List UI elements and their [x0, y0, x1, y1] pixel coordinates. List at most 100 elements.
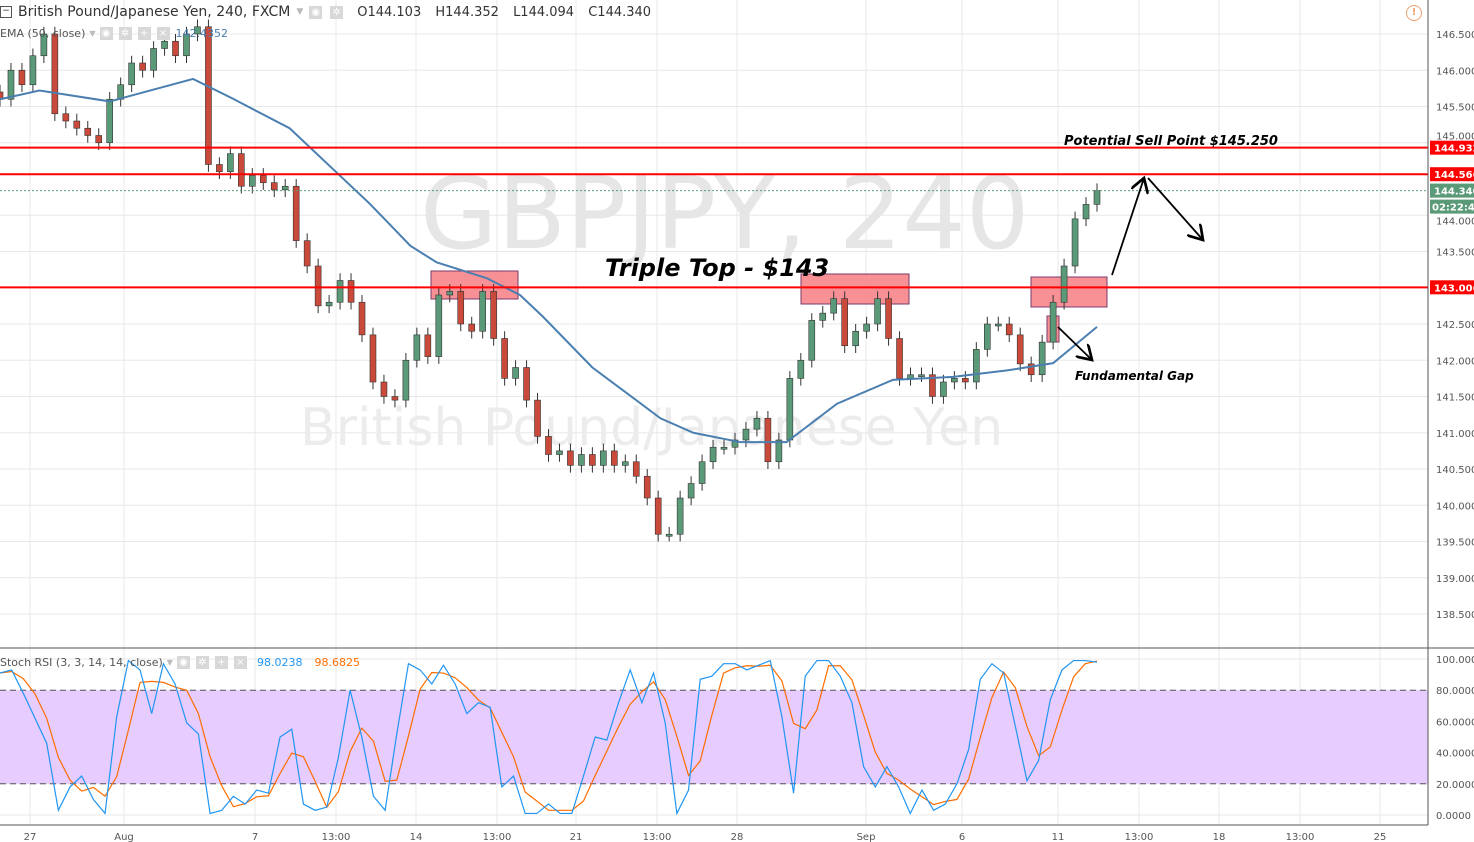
- candle-body: [786, 378, 794, 441]
- candle-body: [150, 48, 157, 71]
- candle-body: [907, 374, 914, 379]
- ema-value: 142.4352: [175, 27, 229, 40]
- price-tick-label: 146.000: [1436, 66, 1474, 77]
- candle-body: [556, 450, 563, 455]
- time-tick-label: 25: [1374, 832, 1387, 842]
- candle-body: [1060, 265, 1068, 303]
- candle-body: [84, 127, 92, 136]
- time-tick-label: Sep: [857, 832, 876, 842]
- chevron-down-icon[interactable]: ▼: [166, 658, 173, 667]
- eye-icon[interactable]: ◉: [176, 656, 190, 669]
- plus-icon[interactable]: +: [214, 656, 228, 669]
- candle-body: [973, 349, 980, 383]
- price-tag-label: 143.006: [1434, 283, 1474, 294]
- time-tick-label: 28: [731, 832, 744, 842]
- candle-body: [676, 497, 684, 535]
- time-tick-label: 6: [959, 832, 965, 842]
- time-tick-label: 13:00: [483, 832, 512, 842]
- eye-icon[interactable]: ◉: [309, 5, 323, 19]
- candle-body: [106, 98, 113, 144]
- price-tick-label: 146.500: [1436, 30, 1474, 41]
- candle-body: [929, 374, 936, 397]
- stoch-tick-label: 60.0000: [1436, 717, 1474, 728]
- gear-icon[interactable]: ✲: [118, 27, 132, 40]
- time-tick-label: 18: [1213, 832, 1226, 842]
- price-tick-label: 144.000: [1436, 217, 1474, 228]
- price-tag-label: 144.340: [1434, 187, 1474, 198]
- warning-icon[interactable]: !: [1406, 5, 1422, 21]
- time-tick-label: 13:00: [322, 832, 351, 842]
- symbol-title[interactable]: British Pound/Japanese Yen, 240, FXCM: [18, 4, 291, 20]
- stoch-k-value: 98.0238: [256, 656, 303, 669]
- candle-body: [128, 62, 135, 86]
- candle-body: [687, 483, 695, 499]
- candle-body: [1093, 190, 1101, 205]
- candle-body: [1005, 323, 1013, 336]
- candle-body: [161, 40, 168, 49]
- candle-body: [380, 381, 388, 397]
- time-tick-label: 13:00: [643, 832, 672, 842]
- plus-icon[interactable]: +: [137, 27, 151, 40]
- time-tick-label: 14: [410, 832, 423, 842]
- eye-icon[interactable]: ◉: [99, 27, 113, 40]
- candle-body: [589, 454, 596, 466]
- stoch-tick-label: 0.0000: [1436, 811, 1471, 822]
- time-tick-label: Aug: [114, 832, 134, 842]
- candle-body: [951, 378, 958, 383]
- open-value: O144.103: [357, 4, 422, 20]
- candle-body: [1038, 341, 1046, 376]
- chevron-down-icon[interactable]: ▼: [296, 7, 304, 17]
- candle-body: [512, 367, 519, 379]
- chevron-down-icon[interactable]: ▼: [89, 29, 96, 38]
- close-icon[interactable]: ×: [233, 656, 247, 669]
- candle-body: [139, 62, 146, 71]
- candle-body: [0, 91, 4, 100]
- candle-body: [194, 26, 201, 35]
- candle-body: [567, 450, 574, 466]
- candle-body: [632, 461, 640, 477]
- candle-body: [270, 182, 278, 191]
- candle-body: [347, 280, 355, 303]
- low-value: L144.094: [513, 4, 575, 20]
- candle-body: [611, 450, 618, 466]
- candle-body: [413, 334, 421, 361]
- arrow-annotation: [1057, 326, 1092, 360]
- price-tick-label: 145.000: [1436, 132, 1474, 143]
- candle-body: [819, 312, 827, 321]
- price-tag-label: 144.566: [1434, 170, 1474, 181]
- candle-body: [7, 69, 15, 100]
- highlight-box: [430, 270, 519, 300]
- close-icon[interactable]: ×: [156, 27, 170, 40]
- close-value: C144.340: [588, 4, 652, 20]
- candle-body: [983, 323, 991, 350]
- time-tick-label: 7: [252, 832, 258, 842]
- candle-body: [775, 439, 783, 463]
- candle-body: [643, 475, 651, 499]
- chart-header: − British Pound/Japanese Yen, 240, FXCM …: [0, 4, 661, 20]
- candle-body: [40, 33, 48, 57]
- price-tag: [1430, 280, 1474, 295]
- candle-body: [391, 396, 399, 401]
- candle-body: [238, 153, 245, 187]
- price-tag: [1430, 140, 1474, 155]
- stoch-band: [0, 690, 1428, 784]
- candle-body: [830, 298, 838, 314]
- price-tick-label: 142.500: [1436, 320, 1474, 331]
- candle-body: [501, 338, 508, 379]
- stoch-label[interactable]: Stoch RSI (3, 3, 14, 14, close): [0, 656, 163, 669]
- candle-body: [446, 291, 454, 296]
- candle-body: [468, 323, 476, 332]
- gear-icon[interactable]: ✲: [195, 656, 209, 669]
- candle-body: [490, 291, 497, 339]
- collapse-icon[interactable]: −: [0, 6, 12, 18]
- time-tick-label: 13:00: [1125, 832, 1154, 842]
- candle-body: [227, 153, 234, 173]
- candle-body: [1027, 363, 1035, 376]
- countdown-tag: [1430, 199, 1474, 214]
- price-tick-label: 139.500: [1436, 538, 1474, 549]
- gear-icon[interactable]: ✲: [330, 5, 344, 19]
- price-tick-label: 138.500: [1436, 610, 1474, 621]
- ema-label[interactable]: EMA (50, close): [0, 27, 86, 40]
- candle-body: [863, 323, 870, 332]
